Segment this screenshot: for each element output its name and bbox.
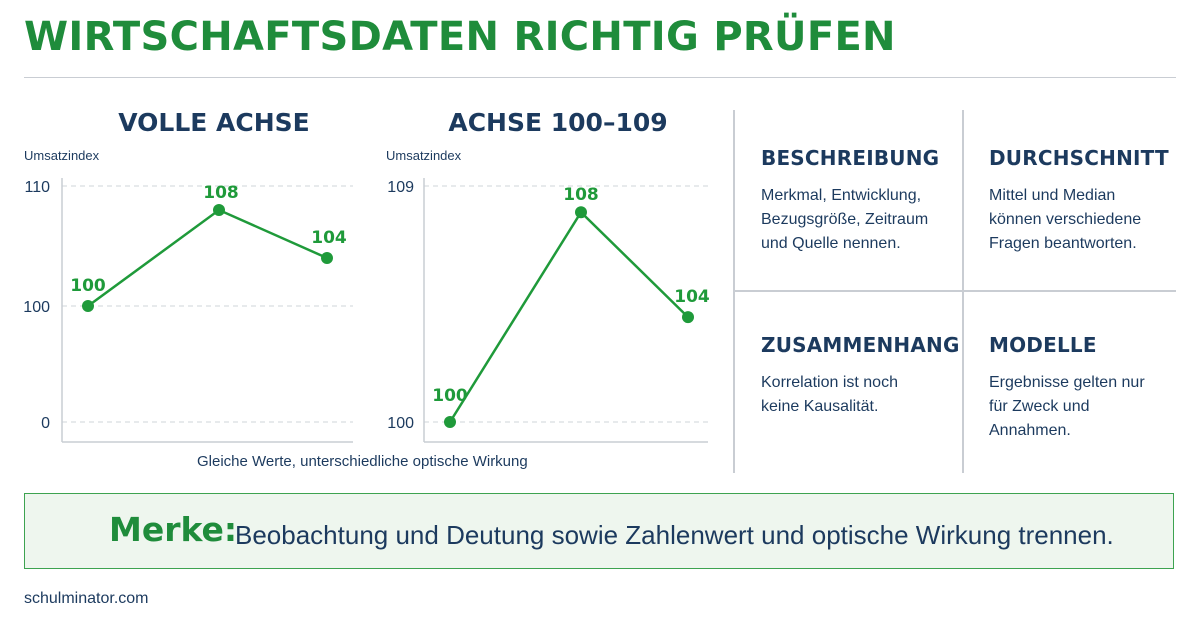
y-tick-label: 100 <box>23 299 50 316</box>
card-modelle: MODELLE Ergebnisse gelten nur für Zweck … <box>989 333 1189 443</box>
card-text: Ergebnisse gelten nur für Zweck und Anna… <box>989 374 1145 439</box>
data-point <box>444 416 456 428</box>
series-line <box>448 210 689 423</box>
page-title: WIRTSCHAFTSDATEN RICHTIG PRÜFEN <box>24 14 896 60</box>
data-label: 104 <box>674 287 710 307</box>
data-point <box>213 204 225 216</box>
chart-achse-100-109: ACHSE 100–109 Umsatzindex 100 109 100 108 10… <box>386 108 710 443</box>
data-label: 100 <box>70 276 106 296</box>
card-zusammenhang: ZUSAMMENHANG Korrelation ist noch keine … <box>761 333 961 419</box>
data-label: 100 <box>432 386 468 406</box>
merke-box: Merke: Beobachtung und Deutung sowie Zah… <box>24 493 1174 569</box>
chart-caption: Gleiche Werte, unterschiedliche optische… <box>197 453 528 470</box>
data-point <box>575 206 587 219</box>
data-point <box>321 252 333 264</box>
footer-source: schulminator.com <box>24 590 149 607</box>
y-axis-label: Umsatzindex <box>386 148 462 163</box>
y-tick-label: 0 <box>41 415 50 432</box>
data-point <box>82 300 94 312</box>
card-text: Mittel und Median können verschiedene Fr… <box>989 187 1142 252</box>
chart-volle-achse: VOLLE ACHSE Umsatzindex 0 100 110 100 108 104 <box>23 108 353 443</box>
cards-divider-vertical-middle <box>962 110 964 473</box>
card-title: ZUSAMMENHANG <box>761 333 960 357</box>
card-text: Merkmal, Entwicklung, Bezugsgröße, Zeitr… <box>761 187 929 252</box>
cards-divider-horizontal <box>733 290 1176 292</box>
cards-divider-vertical-left <box>733 110 735 473</box>
card-text: Korrelation ist noch keine Kausalität. <box>761 374 898 415</box>
y-axis-label: Umsatzindex <box>24 148 100 163</box>
card-durchschnitt: DURCHSCHNITT Mittel und Median können ve… <box>989 146 1189 256</box>
merke-text: Beobachtung und Deutung sowie Zahlenwert… <box>235 520 1114 550</box>
data-label: 108 <box>563 185 599 205</box>
y-tick-label: 109 <box>387 179 414 196</box>
y-tick-label: 100 <box>387 415 414 432</box>
series-line <box>87 208 328 308</box>
chart-title: VOLLE ACHSE <box>118 108 310 137</box>
y-tick-label: 110 <box>24 179 50 196</box>
card-beschreibung: BESCHREIBUNG Merkmal, Entwicklung, Bezug… <box>761 146 961 256</box>
merke-label: Merke: <box>109 510 238 549</box>
data-label: 108 <box>203 183 239 203</box>
chart-title: ACHSE 100–109 <box>448 108 667 137</box>
card-title: DURCHSCHNITT <box>989 146 1169 170</box>
data-point <box>682 311 694 324</box>
card-title: MODELLE <box>989 333 1097 357</box>
card-title: BESCHREIBUNG <box>761 146 940 170</box>
title-divider <box>24 77 1176 78</box>
data-label: 104 <box>311 228 347 248</box>
